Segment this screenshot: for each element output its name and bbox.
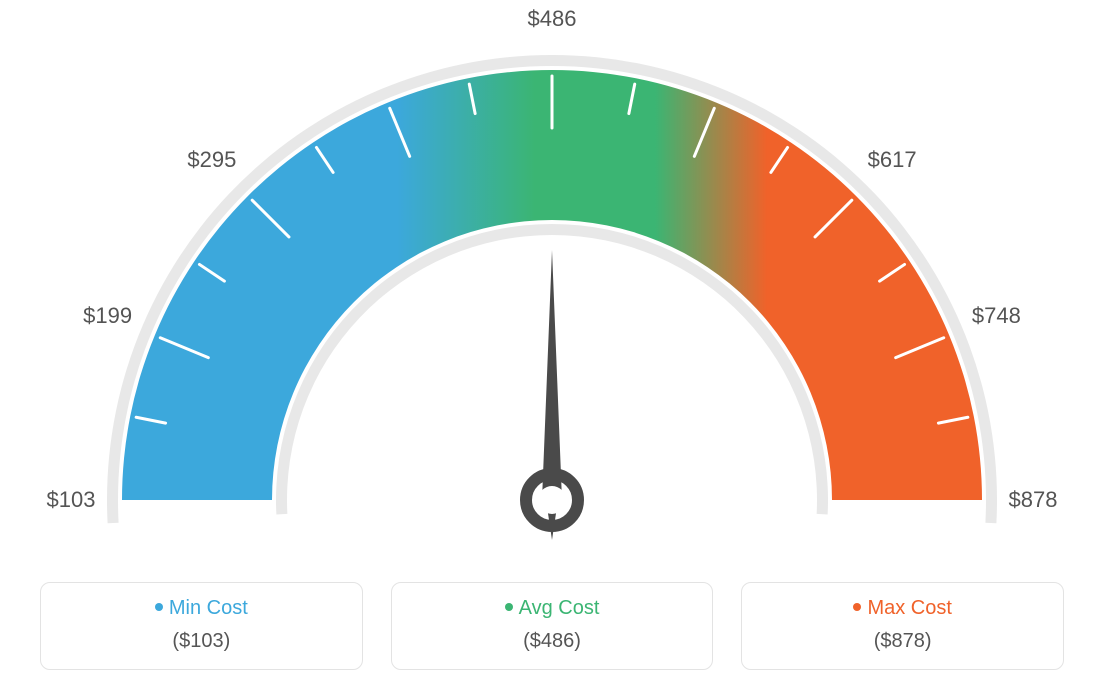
legend-title-max: Max Cost bbox=[752, 597, 1053, 620]
legend-value-min: ($103) bbox=[51, 630, 352, 653]
legend-label-min: Min Cost bbox=[169, 597, 248, 619]
gauge-tick-label: $199 bbox=[83, 303, 132, 329]
legend-label-avg: Avg Cost bbox=[519, 597, 600, 619]
legend-value-max: ($878) bbox=[752, 630, 1053, 653]
gauge-tick-label: $103 bbox=[47, 487, 96, 513]
legend-card-avg: Avg Cost ($486) bbox=[391, 582, 714, 670]
gauge-tick-label: $617 bbox=[868, 147, 917, 173]
chart-container: $103 $199 $295 $486 $617 $748 $878 Min Cost ($… bbox=[0, 0, 1104, 690]
gauge-chart: $103 $199 $295 $486 $617 $748 $878 bbox=[0, 0, 1104, 560]
legend-row: Min Cost ($103) Avg Cost ($486) Max Cost… bbox=[0, 582, 1104, 670]
gauge-tick-label: $295 bbox=[187, 147, 236, 173]
dot-icon bbox=[853, 603, 861, 611]
legend-label-max: Max Cost bbox=[867, 597, 951, 619]
dot-icon bbox=[155, 603, 163, 611]
legend-title-min: Min Cost bbox=[51, 597, 352, 620]
gauge-tick-label: $878 bbox=[1009, 487, 1058, 513]
legend-value-avg: ($486) bbox=[402, 630, 703, 653]
gauge-tick-label: $486 bbox=[528, 6, 577, 32]
legend-card-max: Max Cost ($878) bbox=[741, 582, 1064, 670]
legend-card-min: Min Cost ($103) bbox=[40, 582, 363, 670]
dot-icon bbox=[505, 603, 513, 611]
gauge-tick-label: $748 bbox=[972, 303, 1021, 329]
legend-title-avg: Avg Cost bbox=[402, 597, 703, 620]
